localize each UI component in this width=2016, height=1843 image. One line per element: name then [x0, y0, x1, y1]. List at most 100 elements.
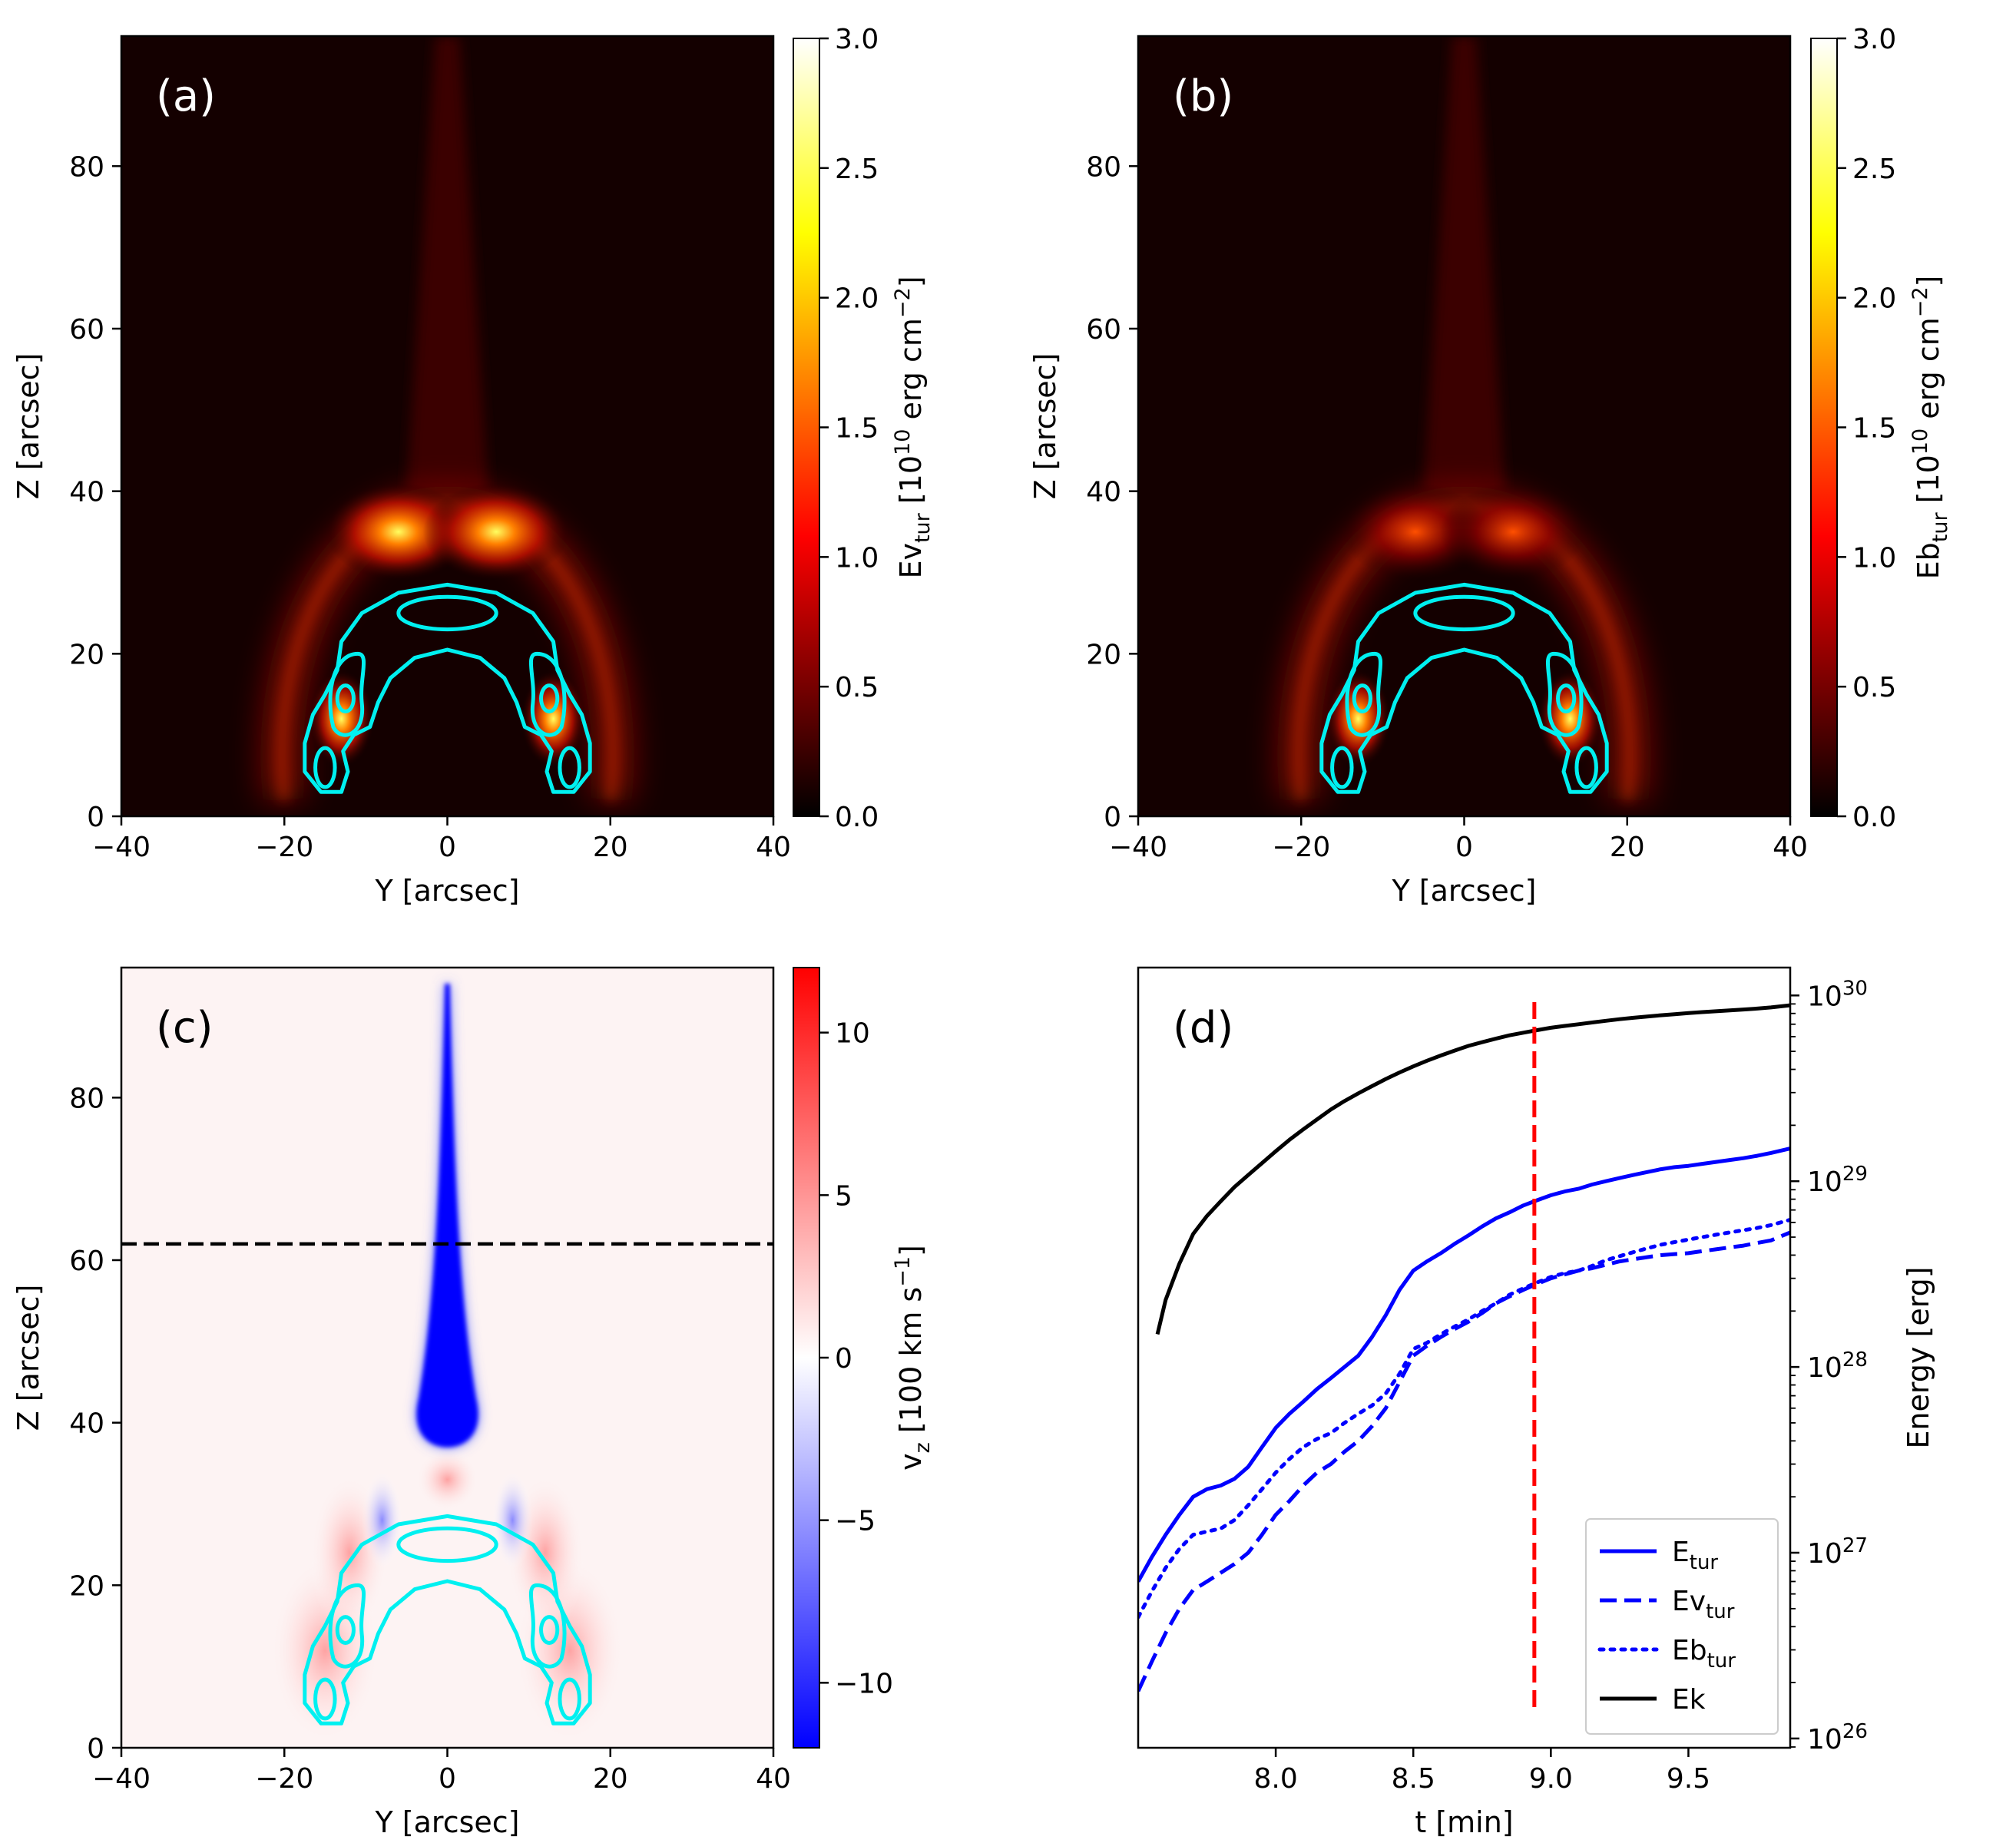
upflow-region [415, 1447, 480, 1513]
label-part: erg cm [1912, 317, 1945, 428]
x-axis-label: Y [arcsec] [375, 874, 520, 908]
panel-c: −40 −20 0 20 40 0 20 40 60 80 Y [arcsec] Z [arcsec]… [12, 966, 935, 1839]
label-part: Ev [1672, 1586, 1706, 1617]
x-tick-label: −20 [255, 1763, 313, 1795]
y-tick-label: 20 [1086, 639, 1121, 670]
label-part: tur [1928, 512, 1952, 543]
label-part: v [894, 1453, 928, 1471]
colorbar-gradient [793, 38, 820, 817]
y-tick-label: 40 [69, 477, 104, 508]
colorbar-tick-label: 0.0 [835, 802, 879, 833]
panel-label: (b) [1173, 71, 1233, 121]
tick-exponent: 26 [1842, 1720, 1868, 1743]
downflow-lobe [362, 1471, 403, 1570]
colorbar-tick-label: 0 [835, 1343, 852, 1375]
y-tick-label: 1029 [1807, 1163, 1868, 1198]
contour-footpoint-lower [1330, 746, 1354, 789]
y-tick-label: 80 [69, 1083, 104, 1114]
colorbar-tick-label: −10 [835, 1668, 893, 1699]
label-part: −2 [1908, 286, 1932, 317]
y-tick-label: 1028 [1807, 1348, 1868, 1384]
emission-peak [1439, 483, 1587, 581]
contour-lines [303, 582, 592, 794]
contour-outer [303, 1514, 592, 1726]
contour-footpoint-inner [1352, 683, 1372, 713]
y-axis-label: Z [arcsec] [1028, 353, 1062, 500]
colorbar-tick-label: 2.0 [835, 283, 879, 315]
x-tick-label: 0 [439, 1763, 456, 1795]
y-tick-label: 20 [69, 1570, 104, 1602]
x-axis-label: t [min] [1415, 1805, 1513, 1839]
y-axis-label: Z [arcsec] [12, 353, 45, 500]
y-tick-label: 20 [69, 639, 104, 670]
contour-footpoint-loop [1345, 651, 1383, 737]
label-part: tur [1690, 1551, 1719, 1574]
x-tick-label: −40 [1109, 832, 1167, 863]
y-tick-label: 1027 [1807, 1534, 1868, 1570]
contour-footpoint-lower [558, 1677, 581, 1721]
contour-footpoint-inner [335, 1615, 356, 1645]
contour-footpoint-lower [558, 746, 581, 789]
colorbar: −10 −5 0 5 10 vz [100 km s−1] [793, 967, 935, 1749]
x-tick-label: 40 [756, 1763, 791, 1795]
colorbar-tick-label: 10 [835, 1018, 870, 1050]
colorbar-label: Ebtur [1010 erg cm−2] [1908, 276, 1952, 580]
colorbar-tick-label: 5 [835, 1180, 852, 1212]
contour-footpoint-inner [539, 683, 560, 713]
legend-entry: Ek [1672, 1684, 1706, 1716]
colorbar-label: vz [100 km s−1] [891, 1245, 935, 1471]
label-part: ] [894, 276, 928, 287]
x-tick-label: 8.0 [1253, 1763, 1297, 1795]
heatmap-image [1138, 36, 1790, 816]
y-tick-label: 60 [1086, 314, 1121, 346]
y-tick-label: 0 [87, 1733, 104, 1765]
series-line-ebtur [1138, 1217, 1790, 1620]
y-tick-label: 60 [69, 1246, 104, 1277]
tick-base: 10 [1807, 1166, 1842, 1198]
series-line-etur [1138, 1146, 1790, 1583]
x-tick-label: −40 [92, 1763, 151, 1795]
tick-base: 10 [1807, 981, 1842, 1012]
contour-footpoint-loop [528, 1583, 567, 1669]
x-axis-label: Y [arcsec] [1392, 874, 1537, 908]
colorbar: 0.0 0.5 1.0 1.5 2.0 2.5 3.0 Ebtur [1010 erg cm−… [1810, 24, 1952, 833]
colorbar-tick-label: 3.0 [1852, 24, 1896, 55]
label-part: [100 km s [894, 1287, 928, 1442]
legend-box [1585, 1518, 1779, 1735]
contour-lines [1319, 582, 1609, 794]
axes-frame [1137, 966, 1792, 1749]
colorbar-tick-label: −5 [835, 1506, 876, 1537]
x-tick-label: 8.5 [1392, 1763, 1435, 1795]
label-part: tur [1707, 1649, 1736, 1673]
label-part: z [911, 1442, 935, 1453]
x-tick-label: 9.0 [1529, 1763, 1573, 1795]
x-tick-label: 0 [439, 832, 456, 863]
x-tick-label: −20 [1272, 832, 1330, 863]
contour-footpoint-lower [313, 1677, 337, 1721]
colorbar-gradient [1810, 38, 1838, 817]
colorbar-gradient [793, 967, 820, 1749]
label-part: 10 [1908, 428, 1932, 455]
label-part: Ek [1672, 1684, 1706, 1716]
x-tick-label: 20 [593, 832, 628, 863]
label-part: [10 [1912, 455, 1945, 512]
colorbar-tick-label: 0.5 [835, 672, 879, 703]
colorbar-label: Evtur [1010 erg cm−2] [891, 276, 935, 578]
y-tick-label: 40 [1086, 477, 1121, 508]
colorbar-tick-label: 2.5 [1852, 154, 1896, 185]
plot-area [1138, 1002, 1790, 1713]
colorbar-tick-label: 1.0 [1852, 542, 1896, 574]
tick-base: 10 [1807, 1538, 1842, 1570]
label-part: Ev [894, 543, 928, 579]
tick-exponent: 30 [1842, 977, 1868, 1000]
downflow-lobe [492, 1471, 533, 1570]
colorbar-tick-label: 2.0 [1852, 283, 1896, 315]
x-axis-label: Y [arcsec] [375, 1805, 520, 1839]
label-part: tur [911, 512, 935, 543]
panel-b: −40 −20 0 20 40 0 20 40 60 80 Y [arcsec] Z [arcsec]… [1028, 24, 1952, 908]
x-tick-label: 20 [593, 1763, 628, 1795]
downflow-jet [416, 984, 478, 1448]
x-tick-label: 40 [756, 832, 791, 863]
y-axis-label: Z [arcsec] [12, 1285, 45, 1431]
y-tick-label: 80 [1086, 151, 1121, 183]
